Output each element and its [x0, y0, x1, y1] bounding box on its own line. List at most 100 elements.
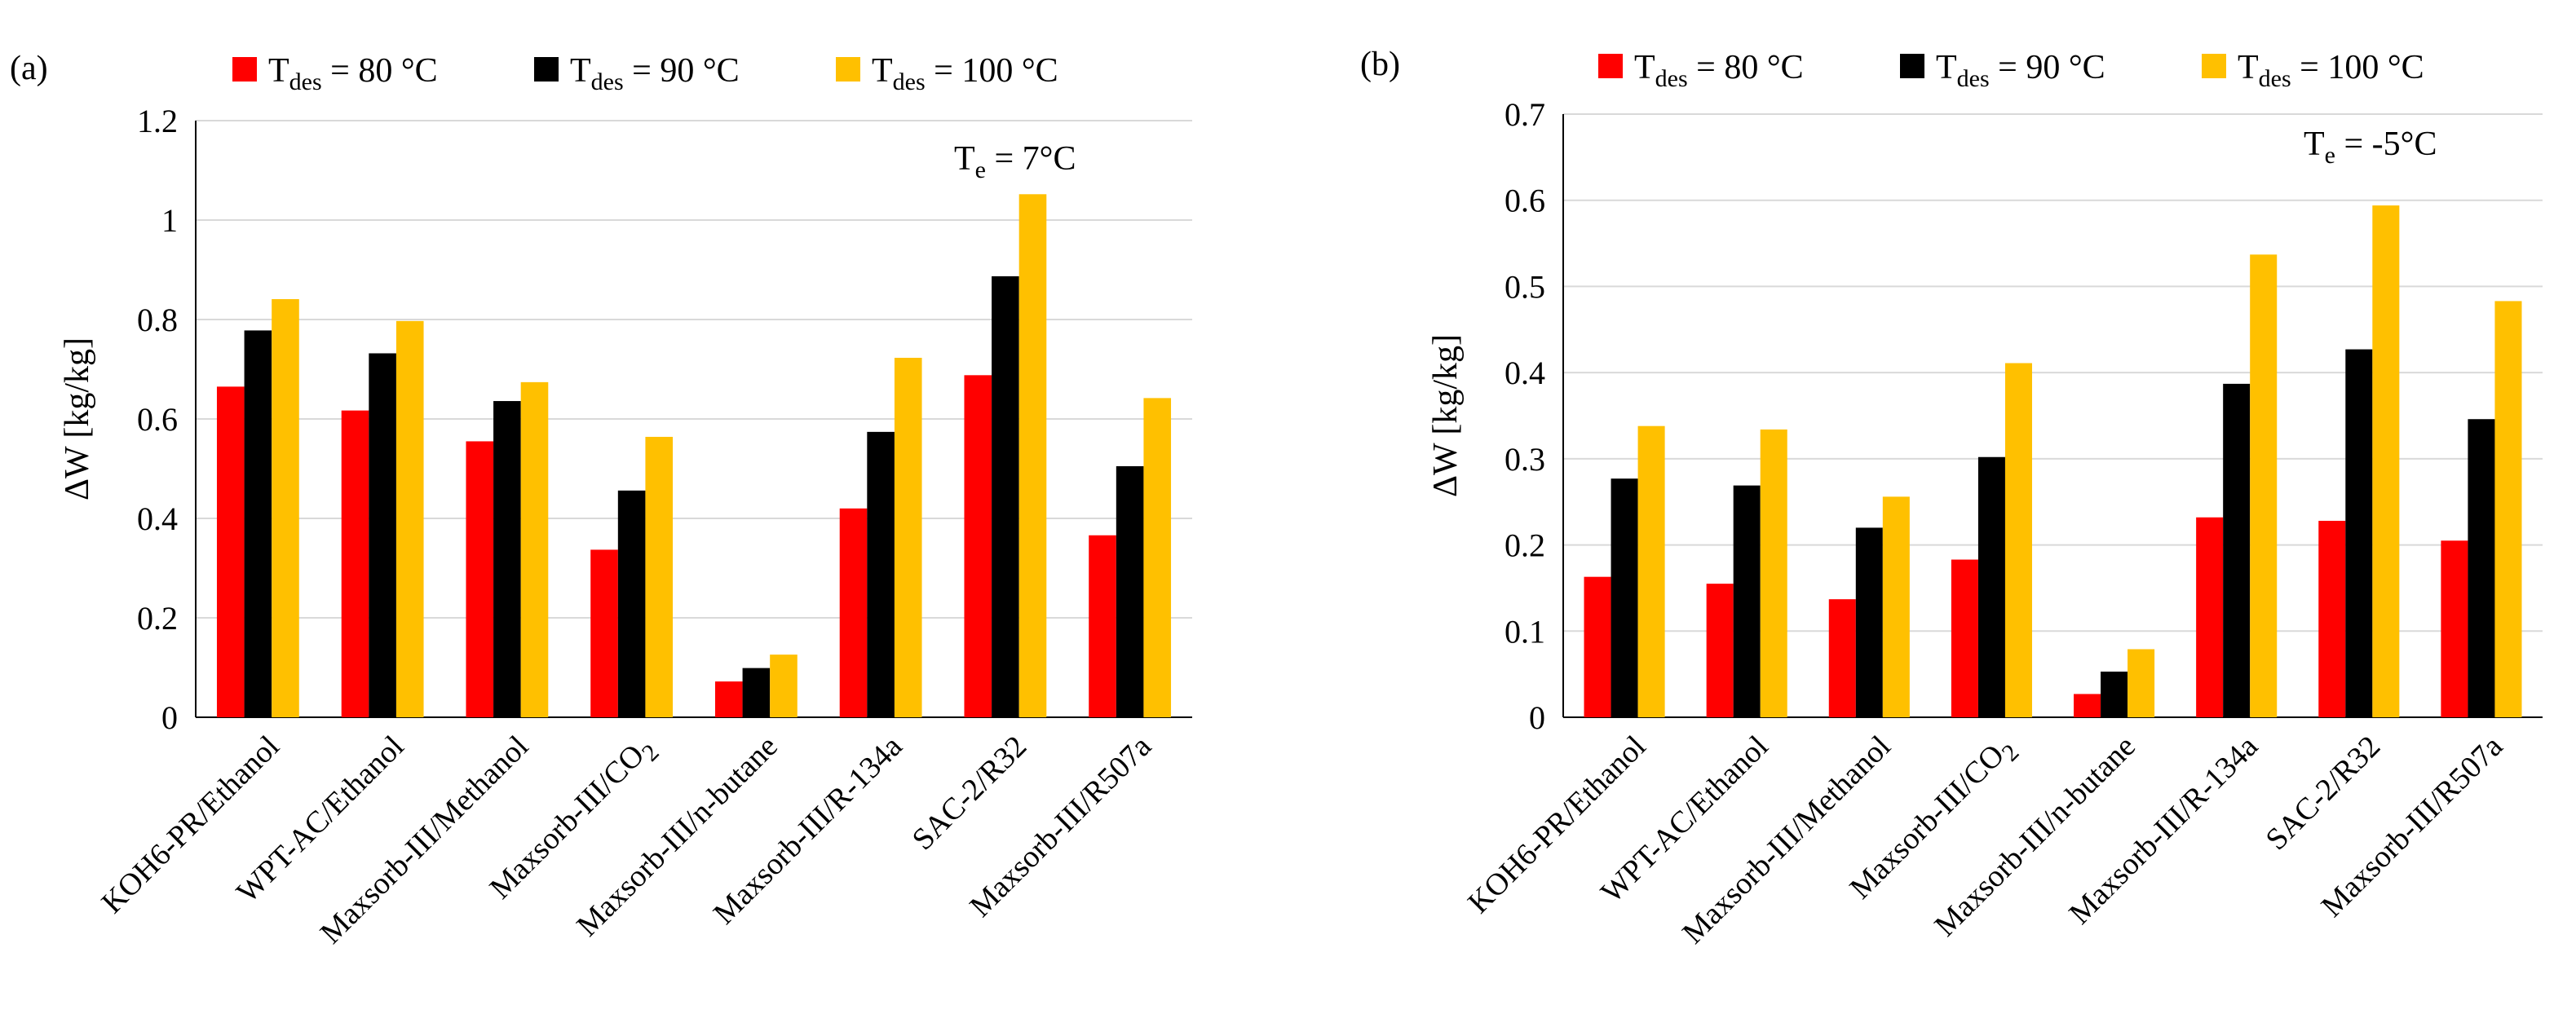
legend-swatch [836, 57, 860, 82]
bar-tdes-100 [2128, 649, 2155, 717]
legend-rest: = 80 °C [322, 52, 438, 90]
bar-tdes-100 [1143, 398, 1172, 717]
legend-rest: = 100 °C [2291, 49, 2424, 86]
bar-tdes-80 [466, 441, 494, 717]
legend-entry: Tdes = 80 °C [1634, 49, 1804, 92]
y-tick-label: 0.3 [1505, 441, 1545, 478]
x-tick-label: SAC-2/R32 [2260, 729, 2388, 857]
bar-tdes-100 [2004, 363, 2032, 717]
bar-tdes-90 [1611, 478, 1638, 717]
legend-main: T [2238, 49, 2259, 86]
annotation-sub: e [2325, 142, 2335, 169]
y-tick-label: 1 [161, 202, 178, 239]
category-text: Maxsorb-III/n-butane [1928, 729, 2141, 943]
annotation-rest: = 7°C [986, 140, 1076, 178]
bar-tdes-100 [1018, 194, 1047, 717]
bar-tdes-80 [1584, 576, 1611, 717]
bar-tdes-100 [2372, 205, 2400, 718]
annotation-rest: = -5°C [2335, 126, 2437, 163]
y-tick-label: 0.1 [1505, 613, 1545, 650]
bar-tdes-90 [2101, 671, 2128, 717]
x-tick-label: Maxsorb-III/n-butane [1928, 729, 2141, 943]
legend-sub: des [893, 68, 926, 95]
legend-swatch [232, 57, 257, 82]
bar-tdes-80 [839, 508, 868, 717]
bar-tdes-80 [341, 410, 369, 717]
bar-tdes-80 [2196, 517, 2224, 717]
bar-tdes-90 [742, 668, 771, 717]
bar-tdes-90 [1733, 485, 1761, 717]
legend-entry: Tdes = 90 °C [570, 52, 740, 95]
y-tick-label: 0.8 [137, 302, 178, 338]
annotation: Te = -5°C [2304, 126, 2437, 169]
legend-sub: des [289, 68, 322, 95]
bar-tdes-80 [1089, 535, 1116, 717]
annotation-main: T [954, 140, 975, 178]
x-tick-label: Maxsorb-III/Methanol [314, 729, 535, 950]
annotation-sub: e [975, 156, 986, 183]
bar-tdes-100 [395, 320, 424, 717]
legend-swatch [1598, 54, 1623, 78]
bar-tdes-100 [894, 357, 922, 717]
x-tick-label: Maxsorb-III/Methanol [1676, 729, 1897, 950]
y-tick-label: 0.4 [137, 500, 178, 537]
annotation: Te = 7°C [954, 140, 1076, 183]
bar-tdes-100 [1760, 429, 1787, 717]
bar-tdes-90 [244, 330, 272, 717]
bar-tdes-90 [617, 490, 646, 717]
legend-entry: Tdes = 100 °C [2238, 49, 2424, 92]
bar-tdes-90 [2468, 419, 2495, 717]
bar-tdes-100 [2250, 254, 2278, 717]
y-tick-label: 0.2 [137, 600, 178, 637]
y-tick-label: 0.2 [1505, 527, 1545, 564]
panel-label: (b) [1360, 46, 1400, 83]
bar-tdes-100 [272, 298, 299, 717]
y-tick-label: 0.6 [137, 401, 178, 438]
bar-tdes-90 [369, 353, 396, 717]
x-tick-label: SAC-2/R32 [906, 729, 1034, 857]
category-text: Maxsorb-III/Methanol [314, 729, 535, 950]
bar-tdes-100 [2494, 301, 2522, 717]
legend-entry: Tdes = 100 °C [872, 52, 1058, 95]
legend-rest: = 90 °C [624, 52, 740, 90]
bar-tdes-80 [1828, 599, 1856, 717]
panel-label: (a) [10, 50, 48, 87]
bar-tdes-90 [1116, 465, 1144, 717]
y-tick-label: 0.4 [1505, 355, 1545, 391]
legend-swatch [1900, 54, 1924, 78]
bar-tdes-80 [2074, 694, 2101, 717]
bar-tdes-90 [1977, 456, 2005, 717]
y-axis-title: ΔW [kg/kg] [1427, 334, 1465, 497]
legend-rest: = 80 °C [1688, 49, 1804, 86]
y-tick-label: 0.7 [1505, 96, 1545, 133]
bar-tdes-90 [992, 275, 1019, 717]
bar-tdes-90 [867, 431, 895, 717]
bar-tdes-100 [770, 655, 798, 717]
chart-panel-a: 00.20.40.60.811.2KOH6-PR/EthanolWPT-AC/E… [10, 50, 1192, 950]
bar-tdes-80 [216, 386, 245, 717]
bar-tdes-80 [964, 375, 992, 717]
chart-panel-b: 00.10.20.30.40.50.60.7KOH6-PR/EthanolWPT… [1360, 46, 2543, 950]
bar-tdes-100 [645, 436, 674, 717]
bar-tdes-80 [2318, 520, 2346, 717]
legend-sub: des [1655, 65, 1688, 92]
legend-sub: des [591, 68, 624, 95]
bar-tdes-90 [2345, 349, 2373, 717]
legend-main: T [1634, 49, 1655, 86]
bar-tdes-100 [520, 381, 549, 717]
y-tick-label: 1.2 [137, 103, 178, 139]
category-text: SAC-2/R32 [2260, 729, 2388, 857]
legend-entry: Tdes = 80 °C [268, 52, 438, 95]
legend-sub: des [1957, 65, 1990, 92]
legend-rest: = 90 °C [1990, 49, 2105, 86]
legend-sub: des [2259, 65, 2291, 92]
legend-entry: Tdes = 90 °C [1936, 49, 2105, 92]
legend-main: T [1936, 49, 1957, 86]
category-text: SAC-2/R32 [906, 729, 1034, 857]
bar-tdes-90 [493, 401, 521, 717]
y-axis-title: ΔW [kg/kg] [59, 337, 96, 500]
bar-tdes-100 [1882, 496, 1910, 717]
legend-swatch [2202, 54, 2226, 78]
